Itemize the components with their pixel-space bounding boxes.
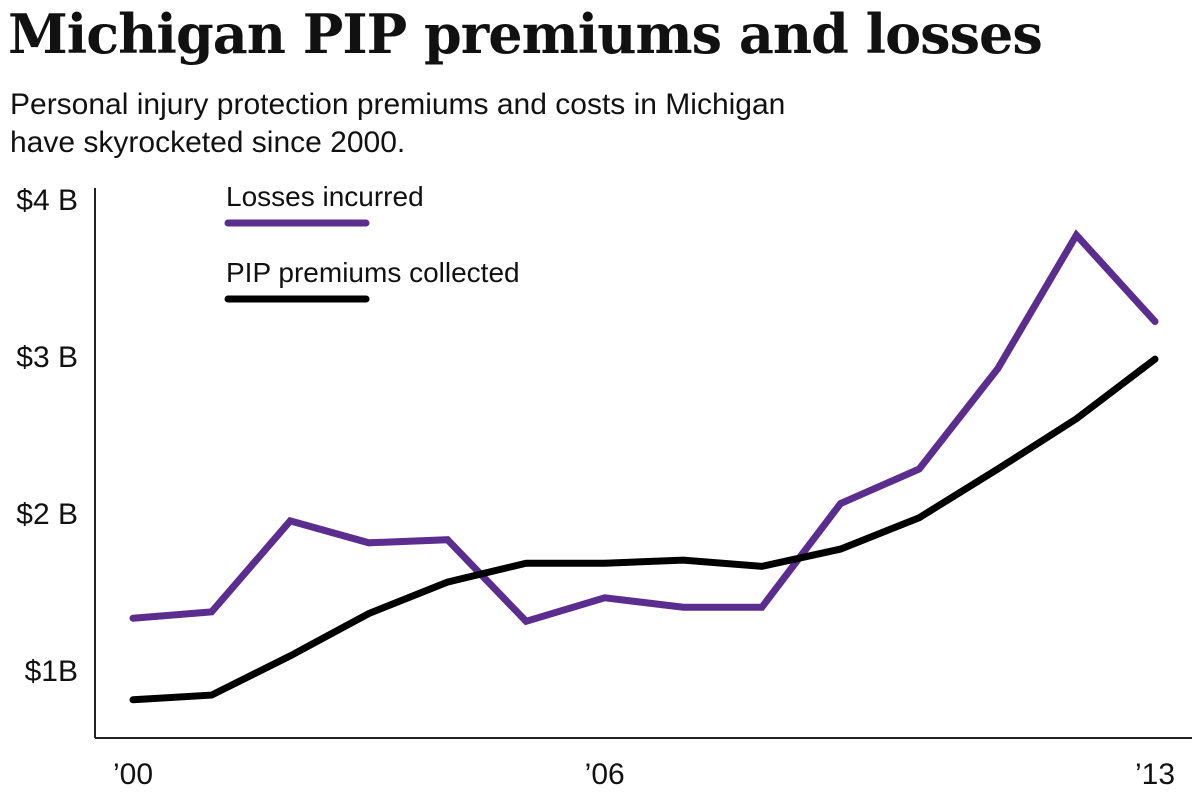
legend-label: Losses incurred (226, 181, 424, 212)
chart-title: Michigan PIP premiums and losses (8, 2, 1043, 66)
chart-subtitle: Personal injury protection premiums and … (10, 88, 786, 159)
x-tick-labels: ’00 ’06 ’13 (113, 758, 1175, 791)
x-tick-label: ’06 (585, 758, 625, 791)
x-tick-label: ’13 (1135, 758, 1175, 791)
series-line-premiums (129, 355, 1159, 704)
y-tick-labels: $1B $2 B $3 B $4 B (16, 184, 78, 688)
y-tick-label: $4 B (16, 184, 78, 217)
y-tick-label: $3 B (16, 341, 78, 374)
series-lines (129, 229, 1159, 704)
y-tick-label: $2 B (16, 498, 78, 531)
series-line-losses (129, 229, 1159, 626)
legend-label: PIP premiums collected (226, 257, 520, 288)
y-tick-label: $1B (25, 655, 78, 688)
legend: Losses incurred PIP premiums collected (224, 181, 520, 303)
x-tick-label: ’00 (113, 758, 153, 791)
